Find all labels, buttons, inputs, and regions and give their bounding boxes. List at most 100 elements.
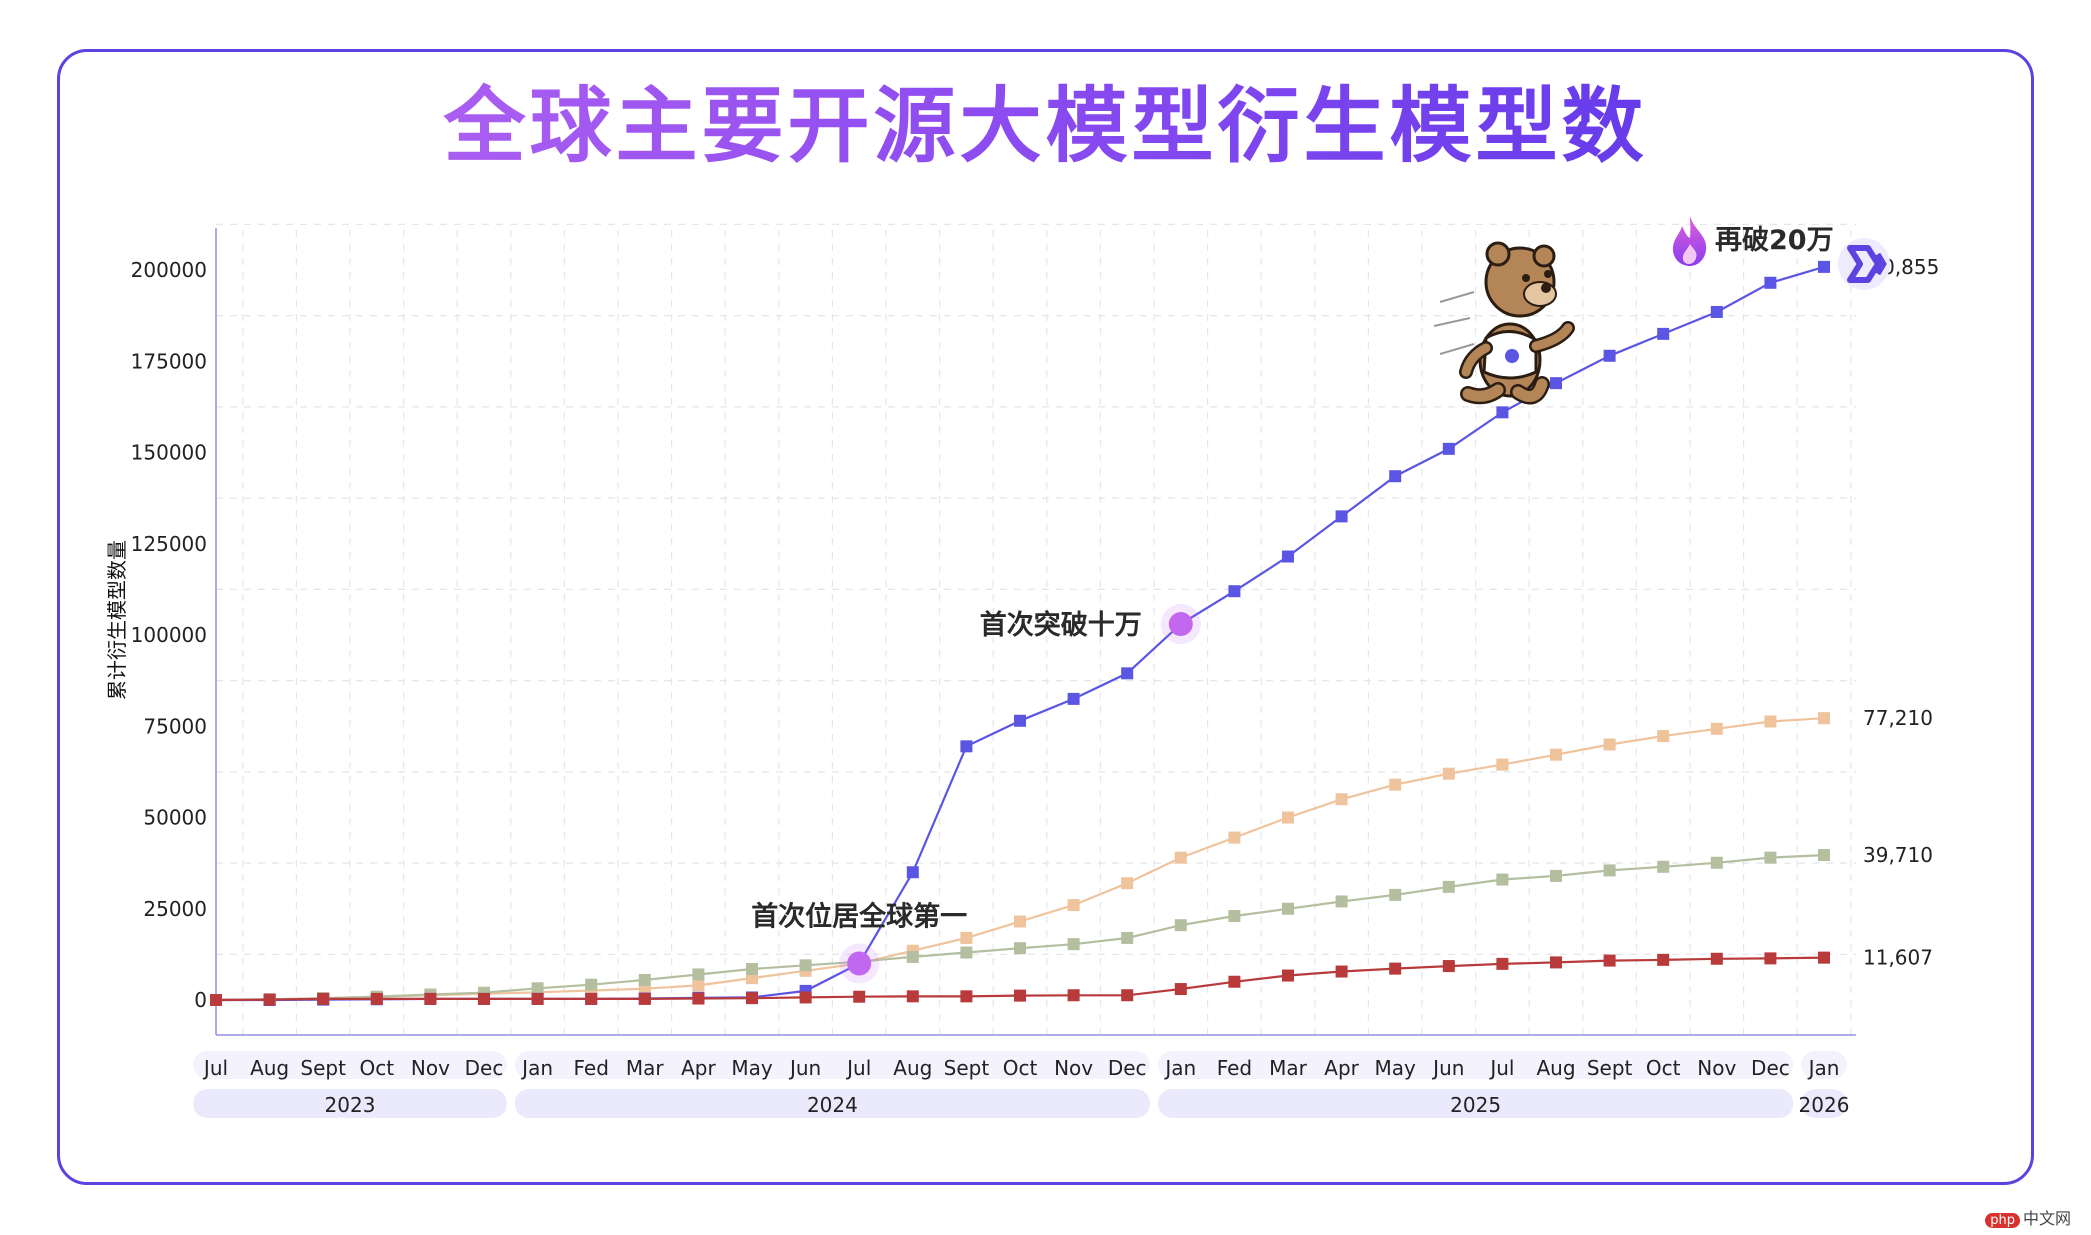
- data-point: [1174, 983, 1187, 996]
- annotation-first-global: 首次位居全球第一: [751, 901, 967, 933]
- data-point: [1174, 919, 1187, 932]
- data-point: [1496, 758, 1509, 771]
- data-point: [585, 978, 598, 991]
- data-point: [531, 982, 544, 995]
- data-point: [263, 993, 276, 1006]
- end-value-label: 77,210: [1863, 706, 1933, 730]
- page-title: 全球主要开源大模型衍生模型数: [0, 72, 2091, 182]
- watermark-text: 中文网: [2022, 1209, 2071, 1228]
- data-point: [424, 992, 437, 1005]
- x-tick-label: Jan: [1807, 1056, 1840, 1080]
- y-tick-label: 100000: [131, 623, 207, 647]
- data-point: [1550, 748, 1562, 761]
- data-point: [1282, 969, 1294, 982]
- data-point: [960, 740, 973, 753]
- year-band: [514, 1089, 1150, 1118]
- data-point: [1389, 962, 1402, 975]
- data-point: [1550, 956, 1562, 969]
- watermark-badge: php: [1985, 1213, 2020, 1228]
- data-point: [960, 931, 973, 944]
- x-tick-label: Sept: [944, 1056, 990, 1080]
- data-point: [1818, 849, 1830, 862]
- data-point: [1389, 778, 1402, 791]
- running-bear-mascot: [1433, 241, 1575, 405]
- data-point: [746, 992, 758, 1005]
- y-tick-label: 50000: [143, 806, 207, 830]
- data-point: [1657, 730, 1670, 743]
- data-point: [1442, 880, 1455, 893]
- year-label: 2025: [1450, 1093, 1501, 1117]
- data-point: [1603, 864, 1616, 877]
- x-tick-label: Fed: [573, 1056, 608, 1080]
- x-tick-label: Aug: [1536, 1056, 1575, 1080]
- x-tick-label: Jun: [1431, 1056, 1464, 1080]
- x-tick-label: Oct: [360, 1056, 395, 1080]
- x-tick-label: Nov: [1697, 1056, 1736, 1080]
- data-point: [1228, 831, 1241, 844]
- data-point: [1067, 692, 1080, 705]
- data-point: [638, 992, 651, 1005]
- data-point: [1764, 851, 1777, 864]
- data-point: [1764, 715, 1777, 728]
- y-tick-label: 0: [194, 988, 207, 1012]
- x-tick-label: Jul: [1488, 1056, 1514, 1080]
- x-tick-label: May: [731, 1056, 773, 1080]
- data-point: [1657, 860, 1670, 873]
- data-point: [746, 972, 758, 985]
- data-point: [1014, 714, 1026, 727]
- data-point: [1764, 276, 1777, 289]
- data-point: [1067, 989, 1080, 1002]
- data-point: [1335, 793, 1348, 806]
- y-tick-label: 75000: [143, 714, 207, 738]
- data-point: [1174, 851, 1187, 864]
- x-tick-label: Aug: [893, 1056, 932, 1080]
- x-tick-label: Oct: [1646, 1056, 1681, 1080]
- x-tick-label: Apr: [681, 1056, 716, 1080]
- data-point: [585, 992, 598, 1005]
- data-point: [1442, 960, 1455, 973]
- data-point: [1710, 722, 1723, 735]
- year-band: [193, 1089, 507, 1118]
- data-point: [1603, 349, 1616, 362]
- end-value-label: 39,710: [1863, 843, 1933, 867]
- y-tick-label: 25000: [143, 897, 207, 921]
- x-tick-label: Sept: [1587, 1056, 1633, 1080]
- milestone-dot: [1168, 612, 1193, 637]
- y-tick-label: 200000: [131, 258, 207, 282]
- data-point: [692, 968, 705, 981]
- data-point: [1067, 899, 1080, 912]
- data-point: [1603, 954, 1616, 967]
- data-point: [906, 950, 919, 963]
- data-point: [1121, 877, 1134, 890]
- x-tick-label: May: [1375, 1056, 1417, 1080]
- data-point: [746, 962, 758, 975]
- data-point: [1550, 869, 1562, 882]
- x-tick-label: Dec: [465, 1056, 504, 1080]
- data-point: [1014, 915, 1026, 928]
- data-point: [1389, 470, 1402, 483]
- data-point: [1710, 952, 1723, 965]
- data-point: [1764, 952, 1777, 965]
- data-point: [1710, 856, 1723, 869]
- data-point: [478, 992, 490, 1005]
- month-band: [1801, 1051, 1847, 1079]
- data-point: [638, 973, 651, 986]
- data-point: [210, 994, 222, 1006]
- data-point: [799, 991, 812, 1004]
- data-point: [1282, 550, 1294, 563]
- data-point: [1067, 938, 1080, 951]
- data-point: [1603, 738, 1616, 751]
- data-point: [1442, 442, 1455, 455]
- data-point: [1014, 989, 1026, 1002]
- milestone-dot: [847, 951, 872, 976]
- x-tick-label: Fed: [1217, 1056, 1252, 1080]
- series-points: [210, 260, 1830, 1006]
- data-point: [853, 990, 866, 1003]
- data-point: [1121, 931, 1134, 944]
- data-point: [1228, 910, 1241, 923]
- data-point: [370, 992, 383, 1005]
- y-tick-label: 175000: [131, 349, 207, 373]
- data-point: [692, 992, 705, 1005]
- x-tick-label: Jun: [788, 1056, 821, 1080]
